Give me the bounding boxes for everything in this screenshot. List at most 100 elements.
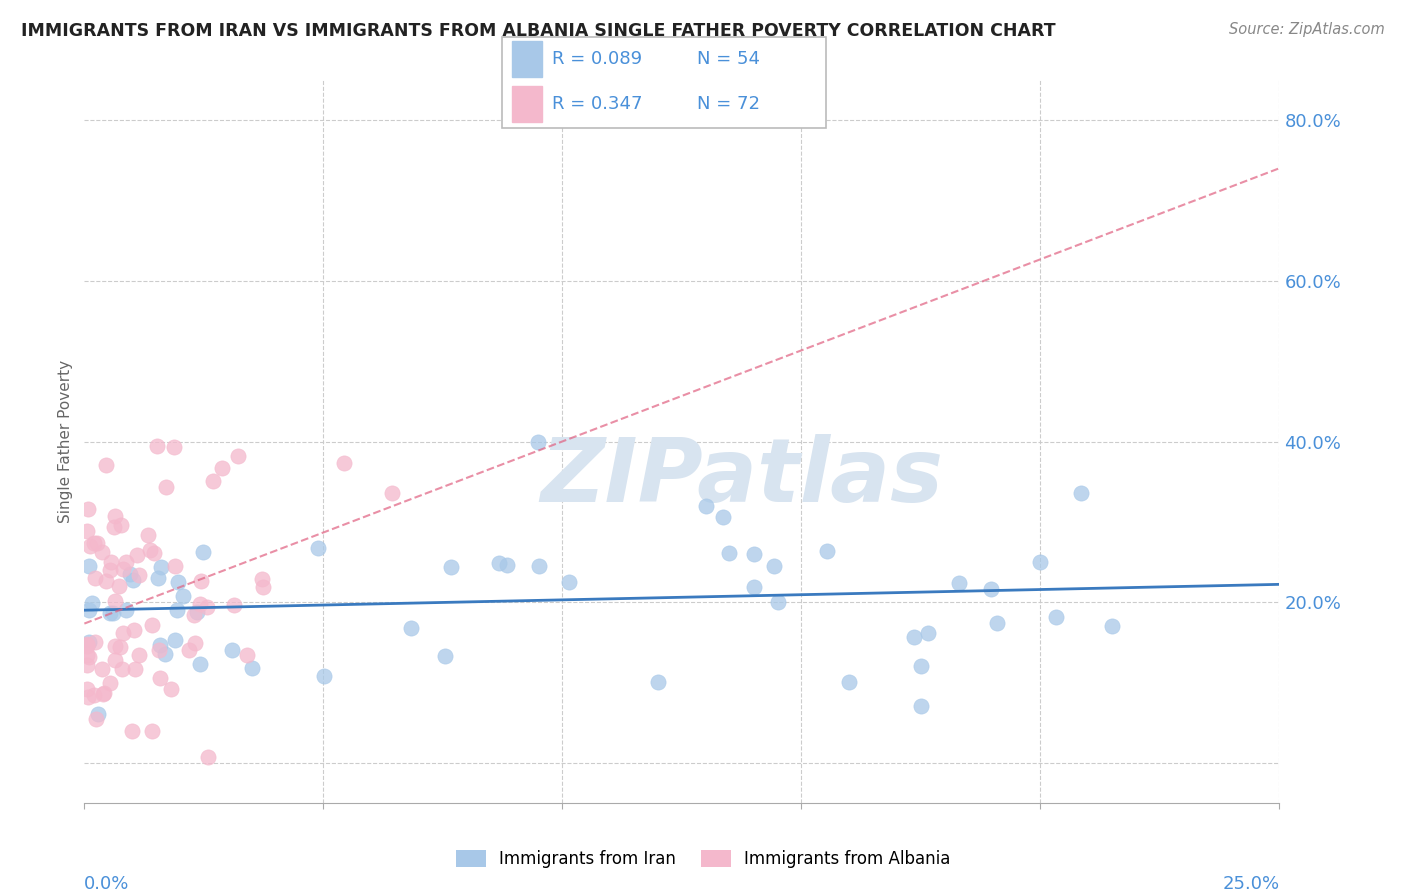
Point [79, 539, 101, 553]
Point [108, 640, 131, 654]
Point [77, 690, 100, 704]
Point [1029, 555, 1052, 569]
Point [82, 595, 104, 609]
Point [433, 648, 456, 663]
Point [647, 675, 669, 690]
Point [197, 749, 219, 764]
Point [76, 657, 98, 672]
Point [195, 599, 218, 614]
Y-axis label: Single Father Poverty: Single Father Poverty [58, 360, 73, 523]
Point [252, 580, 274, 594]
Point [98, 607, 121, 621]
Point [177, 643, 200, 657]
Point [440, 559, 463, 574]
Point [172, 590, 194, 604]
Point [184, 636, 207, 650]
Point [118, 567, 141, 582]
Point [527, 434, 550, 449]
Point [141, 618, 163, 632]
Text: Source: ZipAtlas.com: Source: ZipAtlas.com [1229, 22, 1385, 37]
Point [77, 603, 100, 617]
Point [127, 548, 149, 562]
Point [91, 687, 114, 701]
Point [128, 648, 150, 662]
FancyBboxPatch shape [502, 37, 827, 128]
Point [188, 657, 211, 672]
Point [94, 458, 117, 472]
Point [711, 510, 734, 524]
Point [122, 574, 145, 588]
Point [136, 527, 159, 541]
Point [910, 699, 932, 714]
Point [98, 675, 121, 690]
Point [76, 524, 98, 539]
Point [98, 563, 121, 577]
Point [83, 536, 105, 550]
Point [250, 573, 273, 587]
Point [87, 707, 110, 722]
Point [115, 555, 138, 569]
Point [121, 723, 143, 738]
Bar [512, 87, 543, 122]
Point [104, 640, 127, 654]
Text: 0.0%: 0.0% [84, 875, 129, 892]
Point [163, 633, 186, 648]
Point [108, 579, 131, 593]
Point [86, 536, 108, 550]
Point [201, 474, 224, 488]
Point [124, 662, 146, 676]
Point [149, 560, 172, 574]
Point [742, 547, 765, 561]
Point [83, 688, 105, 702]
Point [910, 659, 932, 673]
Point [527, 559, 550, 574]
Point [91, 545, 114, 559]
Point [986, 615, 1008, 630]
Point [93, 686, 115, 700]
Point [148, 643, 170, 657]
Point [558, 575, 581, 590]
Point [76, 639, 98, 653]
Point [146, 571, 169, 585]
Point [84, 712, 107, 726]
Point [312, 669, 335, 683]
Point [149, 671, 172, 685]
Point [980, 582, 1002, 596]
Text: R = 0.347: R = 0.347 [553, 95, 643, 113]
Point [104, 593, 127, 607]
Point [948, 576, 970, 591]
Point [190, 597, 212, 611]
Text: 25.0%: 25.0% [1222, 875, 1279, 892]
Point [149, 638, 172, 652]
Text: IMMIGRANTS FROM IRAN VS IMMIGRANTS FROM ALBANIA SINGLE FATHER POVERTY CORRELATIO: IMMIGRANTS FROM IRAN VS IMMIGRANTS FROM … [21, 22, 1056, 40]
Point [94, 574, 117, 589]
Point [488, 556, 510, 570]
Point [122, 623, 145, 637]
Point [762, 558, 785, 573]
Point [766, 595, 789, 609]
Point [76, 682, 98, 697]
Point [903, 630, 925, 644]
Point [139, 543, 162, 558]
Point [77, 559, 100, 574]
Point [111, 562, 134, 576]
Point [333, 456, 356, 470]
Point [399, 621, 422, 635]
Point [917, 626, 939, 640]
Point [76, 638, 98, 652]
Point [104, 508, 127, 523]
Point [83, 634, 105, 648]
Point [104, 653, 127, 667]
Point [742, 580, 765, 594]
Text: N = 54: N = 54 [697, 50, 761, 68]
Point [111, 626, 134, 640]
Point [160, 681, 183, 696]
Point [163, 440, 186, 454]
Point [77, 650, 100, 665]
Point [141, 724, 163, 739]
Point [110, 518, 132, 533]
Text: N = 72: N = 72 [697, 95, 761, 113]
Point [83, 571, 105, 585]
Point [111, 662, 134, 676]
Point [183, 607, 205, 622]
